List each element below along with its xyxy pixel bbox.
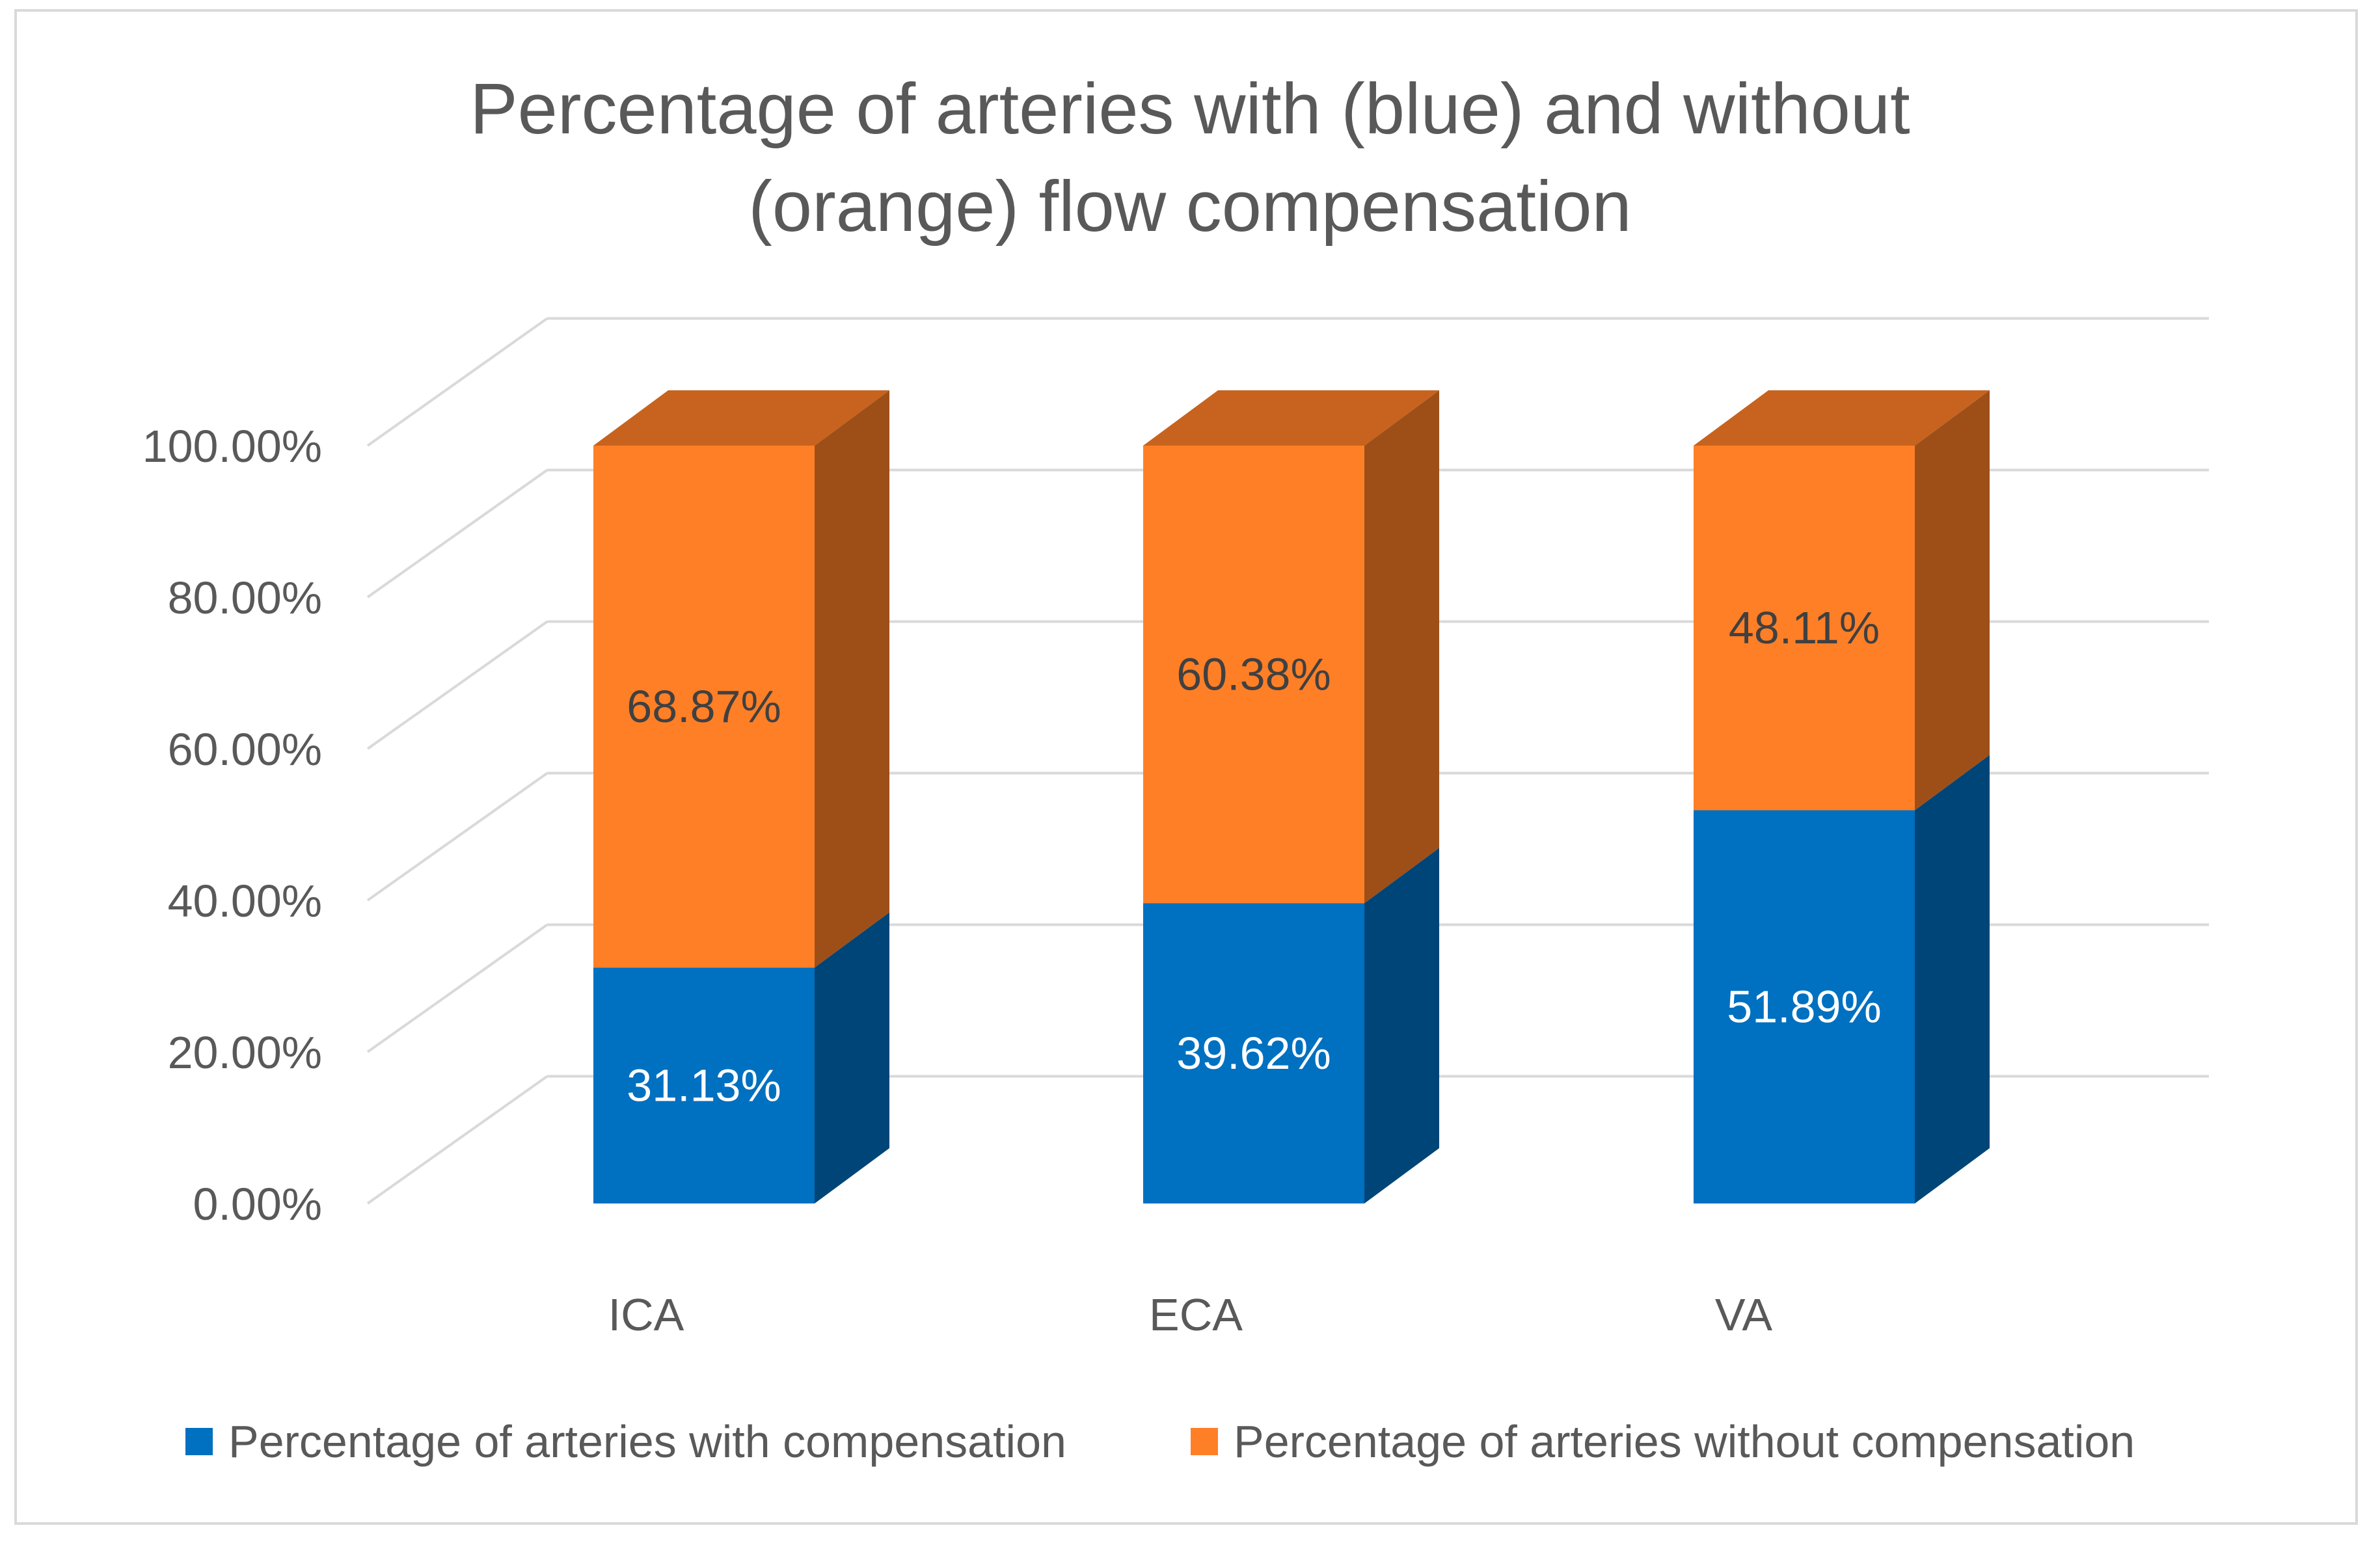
chart-title: Percentage of arteries with (blue) and w… — [470, 69, 1910, 247]
bars: 31.13% 68.87% 39.62% 60.38% 51.89% 48.11% — [593, 390, 1990, 1203]
data-label-va-0: 51.89% — [1727, 982, 1881, 1032]
bar-segment-ica-1 — [593, 390, 889, 968]
bar-front-face — [1694, 810, 1915, 1203]
gridline-diagonal-5 — [366, 317, 548, 447]
gridline-diagonal-0 — [366, 1075, 548, 1205]
legend-label-1: Percentage of arteries without compensat… — [1234, 1416, 2135, 1467]
y-tick-label-2: 40.00% — [168, 876, 322, 926]
bar-side-face — [815, 390, 889, 968]
data-label-ica-1: 68.87% — [627, 681, 781, 732]
bar-top-face — [1143, 390, 1439, 446]
y-axis-ticks: 0.00% 20.00% 40.00% 60.00% 80.00% 100.00% — [142, 421, 322, 1229]
bar-side-face — [1364, 848, 1439, 1203]
bar-side-face — [815, 912, 889, 1203]
legend-swatch-1 — [1191, 1428, 1218, 1455]
bar-front-face — [593, 446, 815, 968]
bar-front-face — [1143, 446, 1364, 904]
chart-title-line-1: Percentage of arteries with (blue) and w… — [470, 69, 1910, 149]
bar-segment-ica-0 — [593, 912, 889, 1203]
chart-title-line-2: (orange) flow compensation — [748, 167, 1631, 247]
bar-segment-va-1 — [1694, 390, 1990, 811]
data-label-ica-0: 31.13% — [627, 1060, 781, 1111]
data-label-eca-1: 60.38% — [1176, 649, 1331, 700]
y-tick-label-0: 0.00% — [193, 1179, 322, 1229]
gridline-diagonal-4 — [366, 468, 548, 598]
y-tick-label-4: 80.00% — [168, 572, 322, 623]
y-tick-label-3: 60.00% — [168, 724, 322, 775]
bar-segment-eca-0 — [1143, 848, 1439, 1203]
bar-side-face — [1364, 390, 1439, 904]
bar-side-face — [1915, 755, 1990, 1203]
bar-front-face — [1694, 446, 1915, 811]
category-label-eca: ECA — [1149, 1289, 1243, 1340]
legend-label-0: Percentage of arteries with compensation — [228, 1416, 1066, 1467]
bar-segment-va-0 — [1694, 755, 1990, 1203]
bar-side-face — [1915, 390, 1990, 811]
gridline-diagonal-2 — [366, 772, 548, 902]
category-label-va: VA — [1715, 1289, 1772, 1340]
legend-swatch-0 — [185, 1428, 213, 1455]
category-labels: ICA ECA VA — [608, 1289, 1773, 1340]
category-label-ica: ICA — [608, 1289, 684, 1340]
gridline-diagonal-3 — [366, 620, 548, 750]
legend: Percentage of arteries with compensation… — [185, 1416, 2135, 1467]
bar-front-face — [1143, 903, 1364, 1203]
y-tick-label-5: 100.00% — [142, 421, 322, 472]
data-label-va-1: 48.11% — [1729, 602, 1880, 653]
bar-segment-eca-1 — [1143, 390, 1439, 904]
bar-top-face — [593, 390, 889, 446]
y-tick-label-1: 20.00% — [168, 1027, 322, 1078]
gridline-diagonal-1 — [366, 923, 548, 1053]
data-label-eca-0: 39.62% — [1176, 1028, 1331, 1079]
bar-top-face — [1694, 390, 1990, 446]
bar-front-face — [593, 967, 815, 1203]
